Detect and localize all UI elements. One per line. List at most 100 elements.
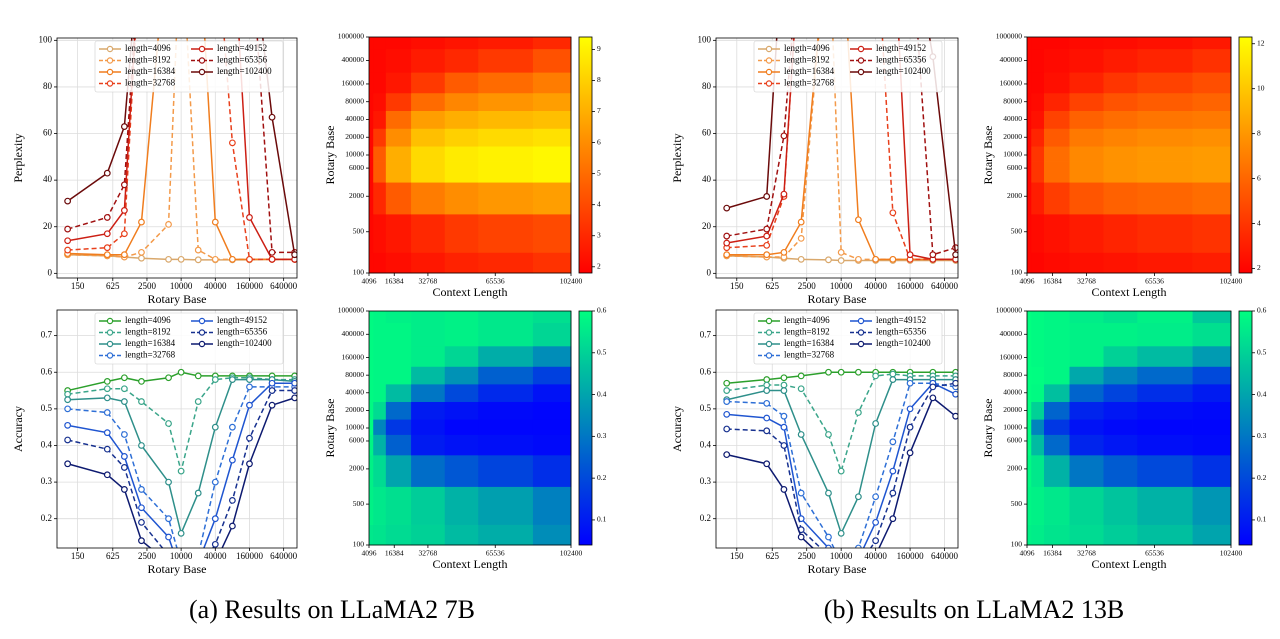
- data-point: [854, 493, 862, 501]
- heatmap-cell: [444, 454, 479, 487]
- x-tick-label: 4096: [362, 549, 377, 558]
- legend-marker: [106, 45, 114, 53]
- y-tick-label: 0.4: [41, 440, 53, 450]
- data-point: [246, 383, 253, 391]
- heatmap-cell: [1044, 524, 1070, 546]
- data-point: [854, 216, 862, 224]
- y-tick-label: 20000: [1003, 132, 1022, 141]
- heatmap-cell: [532, 146, 572, 162]
- data-point: [177, 529, 185, 537]
- heatmap-cell: [1103, 311, 1138, 324]
- y-axis-label: Accuracy: [670, 406, 684, 452]
- data-point: [103, 471, 111, 479]
- y-tick-label: 0.3: [700, 476, 712, 486]
- y-tick-label: 0.3: [41, 476, 53, 486]
- data-point: [872, 537, 880, 545]
- x-tick-label: 16384: [385, 277, 404, 286]
- heatmap-cell: [444, 182, 479, 215]
- heatmap-cell: [1103, 161, 1138, 183]
- heatmap-cell: [1069, 214, 1104, 253]
- y-tick-label: 0.7: [700, 330, 712, 340]
- y-tick-label: 2000: [349, 191, 364, 200]
- data-point: [906, 405, 914, 413]
- series-line: [726, 396, 957, 548]
- heatmap-cell: [1031, 182, 1045, 215]
- heatmap-cell: [1027, 182, 1032, 215]
- heatmap-cell: [411, 434, 446, 456]
- heatmap-cell: [1137, 311, 1193, 324]
- data-point: [246, 401, 253, 409]
- x-tick-label: 10000: [830, 281, 853, 291]
- data-point: [64, 197, 72, 205]
- heatmap-cell: [478, 401, 534, 420]
- legend-marker: [198, 57, 206, 64]
- y-tick-label: 160000: [342, 352, 365, 361]
- heatmap-cell: [1044, 182, 1070, 215]
- legend-label: length=102400: [217, 338, 272, 348]
- x-tick-label: 32768: [1077, 277, 1096, 286]
- data-point: [138, 248, 145, 256]
- heatmap-cell: [369, 252, 374, 274]
- heatmap-cell: [1069, 401, 1104, 420]
- data-point: [165, 374, 172, 382]
- legend-marker: [106, 57, 114, 64]
- heatmap-cell: [1044, 128, 1070, 147]
- heatmap-cell: [478, 322, 534, 347]
- heatmap-cell: [1137, 214, 1193, 253]
- legend-label: length=49152: [217, 315, 267, 325]
- data-point: [763, 460, 771, 468]
- heatmap-cell: [411, 322, 446, 347]
- legend-label: length=65356: [217, 327, 268, 337]
- heatmap-cell: [1137, 524, 1193, 546]
- y-tick-label: 40000: [1003, 114, 1022, 123]
- heatmap-cell: [385, 383, 412, 402]
- data-point: [797, 385, 805, 393]
- legend-marker: [765, 45, 773, 53]
- data-point: [138, 398, 145, 405]
- colorbar-tick-label: 6: [1257, 173, 1261, 182]
- data-point: [797, 533, 805, 541]
- plot-area: [64, 38, 297, 264]
- heatmap-cell: [1069, 92, 1104, 111]
- data-point: [825, 256, 832, 264]
- x-tick-label: 2500: [798, 281, 817, 291]
- data-point: [138, 537, 145, 545]
- data-point: [797, 489, 805, 497]
- caption: (b) Results on LLaMA2 13B: [824, 595, 1124, 624]
- data-point: [763, 399, 771, 407]
- heatmap-cell: [478, 214, 534, 253]
- x-tick-label: 150: [730, 281, 744, 291]
- x-tick-label: 32768: [419, 277, 438, 286]
- legend-label: length=102400: [876, 338, 931, 348]
- heatmap-cell: [1027, 311, 1032, 324]
- data-point: [177, 467, 185, 475]
- series-line: [67, 38, 295, 261]
- heatmap-cell: [1069, 486, 1104, 525]
- y-tick-label: 2000: [1007, 464, 1022, 473]
- data-point: [138, 378, 145, 385]
- y-tick-label: 160000: [1000, 79, 1023, 88]
- heatmap-cell: [1027, 72, 1032, 94]
- y-tick-label: 160000: [342, 79, 365, 88]
- heatmap-cell: [411, 37, 446, 50]
- heatmap-cell: [1103, 146, 1138, 162]
- data-point: [906, 379, 914, 387]
- heatmap-cell: [1137, 434, 1193, 456]
- heatmap-cell: [1069, 128, 1104, 147]
- axes-frame: [715, 309, 959, 549]
- heatmap-cell: [1192, 486, 1232, 525]
- heatmap-cell: [369, 486, 374, 525]
- heatmap-cell: [444, 419, 479, 435]
- heatmap-cell: [1027, 214, 1032, 253]
- heatmap-cell: [1137, 110, 1193, 129]
- heatmap-cell: [385, 524, 412, 546]
- x-axis-label: Context Length: [433, 557, 508, 571]
- x-tick-label: 65536: [486, 277, 505, 286]
- legend-marker: [765, 317, 773, 325]
- heatmap-cell: [444, 311, 479, 324]
- heatmap-cell: [1044, 110, 1070, 129]
- heatmap-cell: [385, 37, 412, 50]
- heatmap-cell: [1137, 401, 1193, 420]
- data-point: [291, 387, 297, 394]
- legend-marker: [857, 329, 865, 336]
